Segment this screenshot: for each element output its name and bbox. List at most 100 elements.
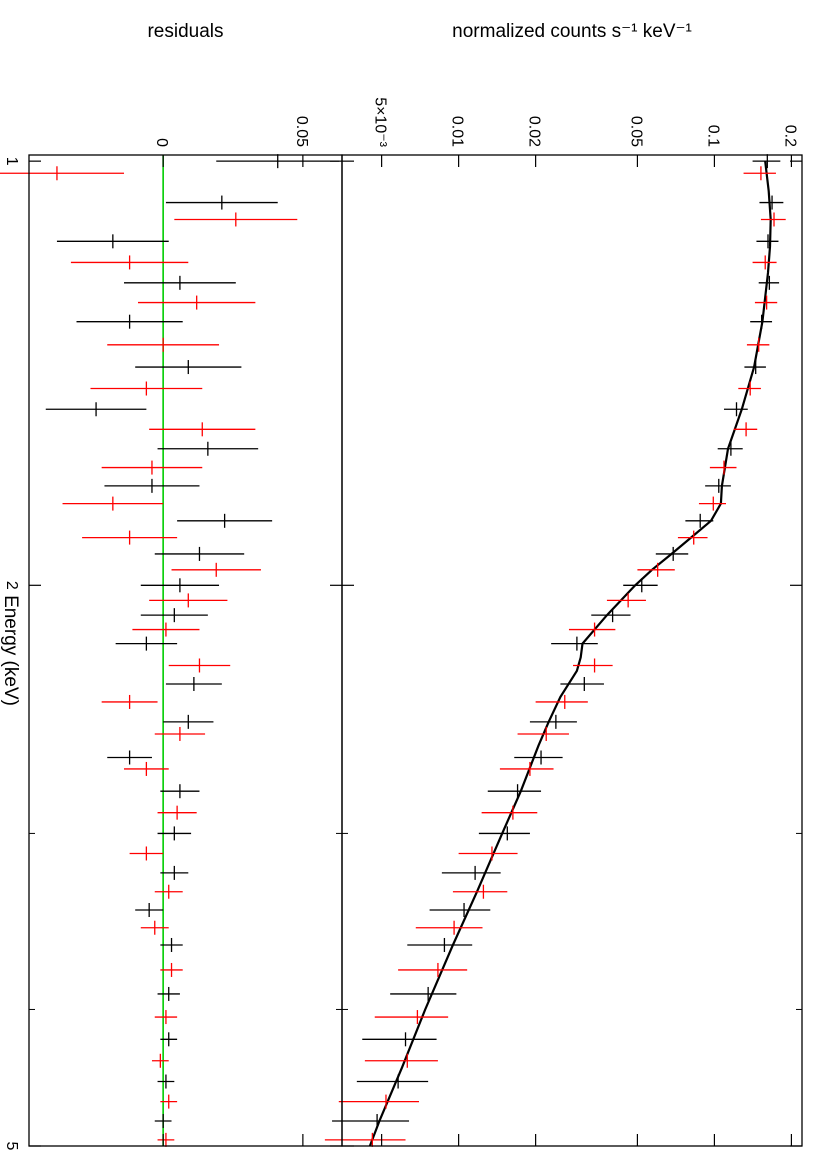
red-residual-point xyxy=(154,726,206,741)
red-residual-point xyxy=(157,1132,175,1147)
red-data-point xyxy=(709,460,737,475)
black-data-point xyxy=(407,937,473,952)
black-data-point xyxy=(551,636,598,651)
black-residual-point xyxy=(157,986,180,1001)
red-data-point xyxy=(452,884,508,899)
y-tick-label: 5×10⁻³ xyxy=(372,97,389,147)
black-residual-point xyxy=(140,608,208,623)
residual-points-group xyxy=(0,154,340,1147)
red-data-point xyxy=(415,920,483,935)
black-residual-point xyxy=(160,937,183,952)
residuals-panel: 0.05 0 residuals xyxy=(0,21,343,1147)
black-residual-point xyxy=(56,234,169,249)
red-data-point xyxy=(752,255,777,270)
black-residual-point xyxy=(157,441,259,456)
black-data-point xyxy=(752,154,781,169)
red-data-point xyxy=(573,658,613,673)
y-tick-label: 0.2 xyxy=(781,125,798,147)
red-residual-point xyxy=(149,593,228,608)
residuals-plot-frame xyxy=(28,154,343,1147)
red-data-point xyxy=(499,761,554,776)
black-residual-point xyxy=(107,750,152,765)
x-axis-label: Energy (keV) xyxy=(0,595,21,706)
black-data-point xyxy=(756,234,779,249)
red-data-point xyxy=(568,622,616,637)
black-residual-point xyxy=(124,275,236,290)
black-residual-point xyxy=(157,826,192,841)
black-residual-point xyxy=(160,865,189,880)
black-residual-point xyxy=(154,546,245,561)
black-data-point xyxy=(390,986,457,1001)
y-tick-label: 0 xyxy=(153,138,170,147)
red-residual-point xyxy=(132,622,200,637)
red-data-point xyxy=(481,805,538,820)
black-data-point xyxy=(750,314,773,329)
red-residual-point xyxy=(70,255,189,270)
black-data-point xyxy=(705,478,731,493)
red-residual-point xyxy=(157,805,197,820)
black-residual-point xyxy=(160,1032,178,1047)
red-residual-point xyxy=(171,562,261,577)
black-data-point xyxy=(478,826,530,841)
red-residual-point xyxy=(160,962,183,977)
red-data-point xyxy=(738,381,761,396)
red-residual-point xyxy=(0,166,125,181)
energy-tick-labels: 1 2 5 xyxy=(3,157,20,1151)
red-data-point xyxy=(374,1010,449,1025)
black-data-point xyxy=(356,1074,429,1089)
black-residual-point xyxy=(45,402,147,417)
black-residual-point xyxy=(135,360,242,375)
black-residual-point xyxy=(140,578,220,593)
red-data-point xyxy=(535,694,588,709)
red-residual-point xyxy=(137,295,256,310)
red-residual-point xyxy=(151,1053,169,1068)
y-tick-label: 0.05 xyxy=(293,116,310,147)
black-residual-point xyxy=(76,314,183,329)
black-residual-point xyxy=(216,154,340,169)
red-residual-point xyxy=(90,381,203,396)
black-data-point xyxy=(591,608,631,623)
red-residual-point xyxy=(101,694,158,709)
black-data-point xyxy=(362,1032,437,1047)
residuals-y-axis-label: residuals xyxy=(147,21,223,42)
black-data-point xyxy=(723,402,748,417)
red-data-point xyxy=(364,1053,438,1068)
black-data-point xyxy=(560,676,604,691)
red-data-point xyxy=(743,166,776,181)
red-residual-point xyxy=(154,884,183,899)
black-residual-point xyxy=(165,195,278,210)
black-data-point xyxy=(685,513,714,528)
red-residual-point xyxy=(168,658,231,673)
red-residual-point xyxy=(140,920,169,935)
red-data-point xyxy=(637,562,675,577)
y-tick-label: 0.05 xyxy=(627,116,644,147)
residuals-ticks: 0.05 0 xyxy=(29,116,342,1147)
black-data-point xyxy=(529,714,577,729)
red-data-point xyxy=(733,422,758,437)
black-residual-point xyxy=(157,1074,175,1089)
black-data-point xyxy=(744,360,766,375)
y-tick-label: 0.01 xyxy=(449,116,466,147)
black-data-point xyxy=(429,903,491,918)
red-data-point xyxy=(746,337,770,352)
y-tick-label: 0.1 xyxy=(704,125,721,147)
black-residual-point xyxy=(115,636,178,651)
black-residual-point xyxy=(154,1114,172,1129)
red-residual-point xyxy=(154,1010,178,1025)
black-data-point xyxy=(717,441,743,456)
x-tick-label: 5 xyxy=(3,1142,20,1151)
red-data-point xyxy=(398,962,468,977)
black-residual-point xyxy=(135,903,164,918)
red-residual-point xyxy=(62,496,164,511)
x-tick-label: 2 xyxy=(3,581,20,590)
red-residual-point xyxy=(82,530,178,545)
red-data-point xyxy=(760,212,786,227)
red-data-point xyxy=(698,496,727,511)
black-data-point xyxy=(758,275,780,290)
spectrum-panel: 0.2 0.1 0.05 0.02 0.01 5×10⁻³ normalized coun… xyxy=(324,21,803,1147)
red-residual-point xyxy=(174,212,298,227)
red-residual-point xyxy=(149,422,256,437)
black-data-point xyxy=(759,195,784,210)
y-tick-label: 0.02 xyxy=(526,116,543,147)
